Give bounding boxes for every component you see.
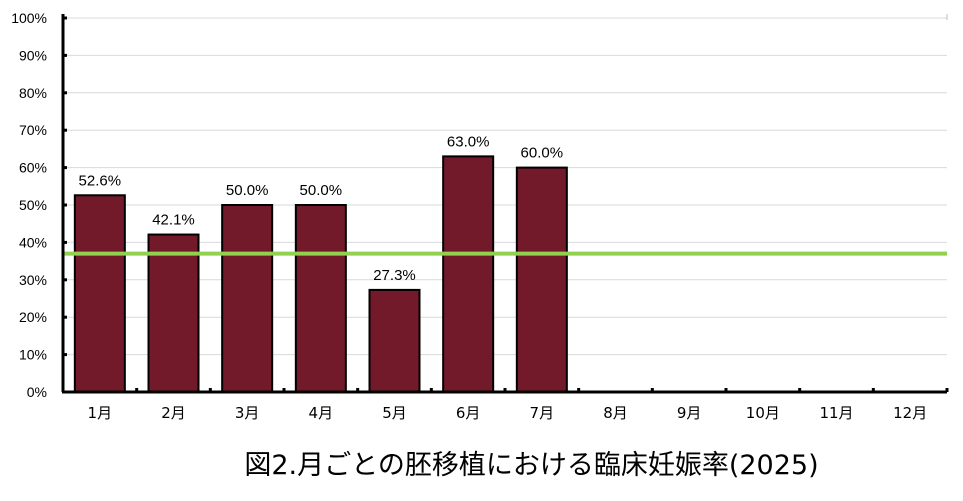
bar [442,155,495,393]
y-tick-label: 10% [19,347,47,363]
bar [368,288,421,394]
x-tick-label: 12月 [893,404,927,422]
y-tick-label: 0% [27,384,47,400]
data-label: 50.0% [300,182,343,199]
x-tick-label: 7月 [530,404,555,422]
data-label: 60.0% [521,145,564,162]
y-tick-label: 90% [19,47,47,63]
data-label: 50.0% [226,182,269,199]
bar [294,204,347,393]
x-tick-label: 8月 [603,404,628,422]
x-tick-label: 6月 [456,404,481,422]
x-tick-label: 2月 [161,404,186,422]
y-tick-label: 20% [19,309,47,325]
x-tick-label: 4月 [309,404,334,422]
y-tick-label: 30% [19,272,47,288]
x-tick-label: 3月 [235,404,260,422]
bar [147,233,200,393]
bar [515,166,568,393]
bars [73,155,568,394]
data-label: 27.3% [373,267,416,284]
x-tick-label: 5月 [382,404,407,422]
axes [61,14,949,394]
x-tick-label: 11月 [819,404,853,422]
x-tick-labels: 1月 2月 3月 4月 5月 6月 7月 8月 9月 10月 11月 12月 [88,404,928,422]
data-labels: 52.6% 42.1% 50.0% 50.0% 27.3% 63.0% 60.0% [79,133,564,284]
bar-chart: 52.6% 42.1% 50.0% 50.0% 27.3% 63.0% 60.0% 0% 10… [11,10,949,422]
bar [73,194,126,393]
y-tick-label: 50% [19,197,47,213]
y-tick-label: 40% [19,234,47,250]
y-tick-label: 100% [11,10,47,26]
x-tick-label: 1月 [88,404,113,422]
y-tick-label: 70% [19,122,47,138]
data-label: 63.0% [447,133,490,150]
data-label: 42.1% [152,212,195,229]
gridlines [63,14,948,356]
x-tick-label: 9月 [677,404,702,422]
data-label: 52.6% [79,172,122,189]
chart-caption: 図2.月ごとの胚移植における臨床妊娠率(2025) [244,450,819,481]
y-tick-labels: 0% 10% 20% 30% 40% 50% 60% 70% 80% 90% 100% [11,10,47,400]
y-tick-label: 60% [19,160,47,176]
y-tick-label: 80% [19,85,47,101]
x-tick-label: 10月 [746,404,780,422]
bar [221,204,274,393]
